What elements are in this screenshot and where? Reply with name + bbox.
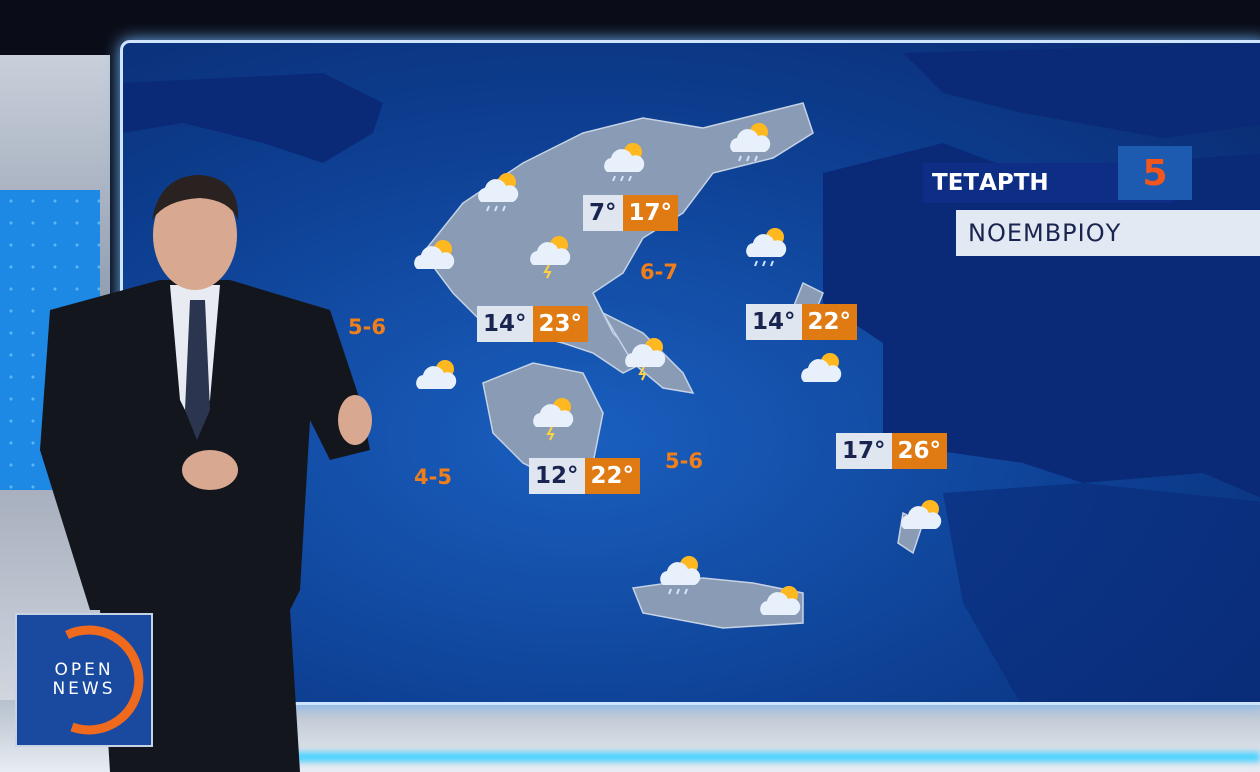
temp-max: 26° [891,433,948,469]
logo-text: OPEN NEWS [52,660,116,699]
cloud-sun-rain-icon [473,168,523,212]
floor-light-strip [150,752,1260,762]
temp-min: 14° [746,304,802,340]
cloud-sun-rain-icon [655,551,705,595]
wind-label: 4-5 [414,465,452,489]
cloud-sun-icon [896,495,946,539]
temp-box-dodecanese: 17° 26° [836,433,948,469]
temp-min: 14° [477,306,533,342]
day-number: 5 [1118,146,1192,200]
greece-map [123,43,1260,702]
logo-ring [65,625,144,735]
wind-label: 6-7 [640,260,678,284]
cloud-sun-icon [411,355,461,399]
cloud-sun-rain-icon [725,118,775,162]
cloud-sun-lightning-icon [620,333,670,381]
temp-min: 17° [836,433,892,469]
wind-label: 5-6 [348,315,386,339]
cloud-sun-rain-icon [741,223,791,267]
temp-box-aegean: 14° 22° [746,304,858,340]
temp-box-peloponnese: 12° 22° [529,458,641,494]
wind-label: 5-6 [665,449,703,473]
dark-sea-land [123,43,1260,702]
temp-min: 12° [529,458,585,494]
cloud-sun-icon [409,235,459,279]
temp-box-thessaloniki: 7° 17° [583,195,679,231]
cloud-sun-lightning-icon [528,393,578,441]
temp-max: 22° [801,304,858,340]
temp-max: 17° [622,195,679,231]
temp-max: 22° [584,458,641,494]
cloud-sun-lightning-icon [525,231,575,279]
temp-max: 23° [532,306,589,342]
temp-box-central-greece: 14° 23° [477,306,589,342]
temp-min: 7° [583,195,623,231]
cloud-sun-rain-icon [599,138,649,182]
open-news-logo: OPEN NEWS [15,613,153,747]
cloud-sun-icon [755,581,805,625]
cloud-sun-icon [796,348,846,392]
month-label: ΝΟΕΜΒΡΙΟΥ [956,210,1260,256]
